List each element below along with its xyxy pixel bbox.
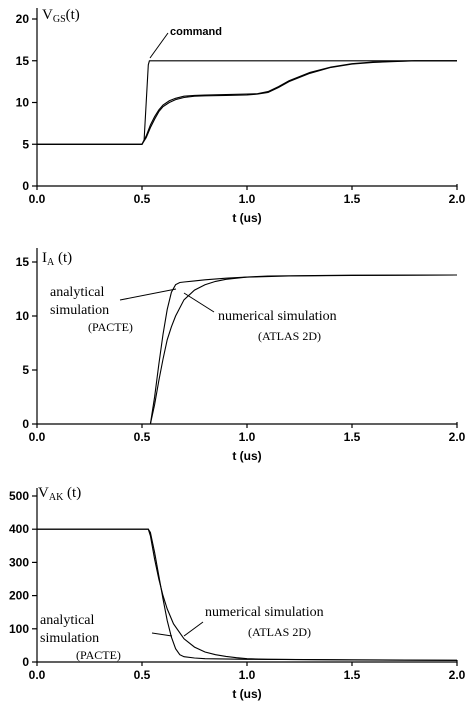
vgs-y-tick-label-4: 20	[16, 12, 30, 26]
vgs-y-tick-label-2: 10	[16, 96, 30, 110]
vgs-series-0-line	[37, 60, 457, 145]
vak-series-1-line	[37, 528, 458, 661]
ia-x-tick-label-4: 2.0	[449, 430, 466, 444]
vak-x-tick-label-1: 0.5	[134, 668, 151, 682]
ia-analytical-label-3: (PACTE)	[88, 320, 133, 334]
vak-y-tick-label-2: 200	[9, 589, 29, 603]
vak-curves	[37, 528, 458, 661]
vak-x-tick-label-4: 2.0	[449, 668, 466, 682]
ia-analytical-label-2: simulation	[50, 303, 109, 318]
vgs-x-label: t (us)	[232, 211, 261, 225]
vgs-series-1-line	[37, 60, 457, 145]
ia-x-tick-label-2: 1.0	[239, 430, 256, 444]
vak-x-label: t (us)	[232, 687, 261, 701]
vak-analytical-label-3: (PACTE)	[76, 648, 121, 662]
ia-numerical-label-2: (ATLAS 2D)	[258, 329, 321, 343]
ia-curves	[37, 274, 458, 425]
vgs-y-tick-label-0: 0	[22, 179, 29, 193]
ia-numerical-label-1: numerical simulation	[218, 309, 337, 324]
vak-axes	[36, 488, 458, 663]
vgs-curves	[37, 60, 457, 145]
ia-y-tick-label-1: 5	[22, 363, 29, 377]
vak-analytical-label-1: analytical	[40, 613, 95, 628]
vgs-command-label: command	[170, 26, 222, 38]
ia-x-tick-label-3: 1.5	[344, 430, 361, 444]
vak-series-0-line	[37, 528, 458, 661]
vak-numerical-label-1: numerical simulation	[205, 605, 324, 620]
vak-y-ticks: 0 100 200 300 400 500	[9, 489, 37, 669]
vak-y-label: VAK (t)	[38, 485, 81, 503]
vak-y-tick-label-0: 0	[22, 655, 29, 669]
ia-x-tick-label-0: 0.0	[29, 430, 46, 444]
vgs-x-tick-label-0: 0.0	[29, 192, 46, 206]
ia-analytical-label-1: analytical	[50, 285, 105, 300]
vak-y-tick-label-1: 100	[9, 622, 29, 636]
vak-numerical-label-2: (ATLAS 2D)	[248, 625, 311, 639]
vgs-panel: 0 5 10 15 20 0.0 0.5 1.0 1.5 2.0 VGS(t) t (us) c…	[16, 7, 466, 225]
ia-panel: 0 5 10 15 0.0 0.5 1.0 1.5 2.0 IA (t) t (us) ana…	[16, 248, 466, 463]
vgs-y-label: VGS(t)	[42, 7, 80, 25]
ia-analytical-leader	[119, 288, 177, 301]
vgs-axes	[36, 8, 458, 187]
ia-x-ticks: 0.0 0.5 1.0 1.5 2.0	[29, 424, 466, 444]
ia-y-ticks: 0 5 10 15	[16, 255, 37, 431]
vgs-command-leader	[149, 32, 169, 59]
ia-x-tick-label-1: 0.5	[134, 430, 151, 444]
ia-y-tick-label-2: 10	[16, 309, 30, 323]
ia-axes	[36, 248, 458, 425]
vak-x-tick-label-0: 0.0	[29, 668, 46, 682]
vgs-series-2-line	[37, 60, 457, 145]
ia-x-label: t (us)	[232, 449, 261, 463]
vak-y-tick-label-5: 500	[9, 489, 29, 503]
vak-analytical-leader	[151, 632, 173, 637]
ia-series-1-line	[37, 274, 458, 425]
vgs-x-tick-label-2: 1.0	[239, 192, 256, 206]
vak-analytical-label-2: simulation	[40, 631, 99, 646]
vak-y-tick-label-4: 400	[9, 522, 29, 536]
vgs-x-ticks: 0.0 0.5 1.0 1.5 2.0	[29, 186, 466, 206]
vak-y-tick-label-3: 300	[9, 555, 29, 569]
vgs-x-tick-label-3: 1.5	[344, 192, 361, 206]
ia-numerical-leader	[183, 292, 215, 313]
vgs-x-tick-label-4: 2.0	[449, 192, 466, 206]
vak-x-tick-label-2: 1.0	[239, 668, 256, 682]
vak-x-ticks: 0.0 0.5 1.0 1.5 2.0	[29, 662, 466, 682]
vgs-y-tick-label-3: 15	[16, 54, 30, 68]
vgs-x-tick-label-1: 0.5	[134, 192, 151, 206]
vgs-y-tick-label-1: 5	[22, 137, 29, 151]
vak-x-tick-label-3: 1.5	[344, 668, 361, 682]
ia-y-label: IA (t)	[42, 250, 72, 268]
vgs-y-ticks: 0 5 10 15 20	[16, 12, 37, 193]
ia-y-tick-label-3: 15	[16, 255, 30, 269]
vak-panel: 0 100 200 300 400 500 0.0 0.5 1.0 1.5 2.0 VAK (t)…	[9, 485, 466, 701]
vak-numerical-leader	[183, 621, 204, 637]
ia-y-tick-label-0: 0	[22, 417, 29, 431]
